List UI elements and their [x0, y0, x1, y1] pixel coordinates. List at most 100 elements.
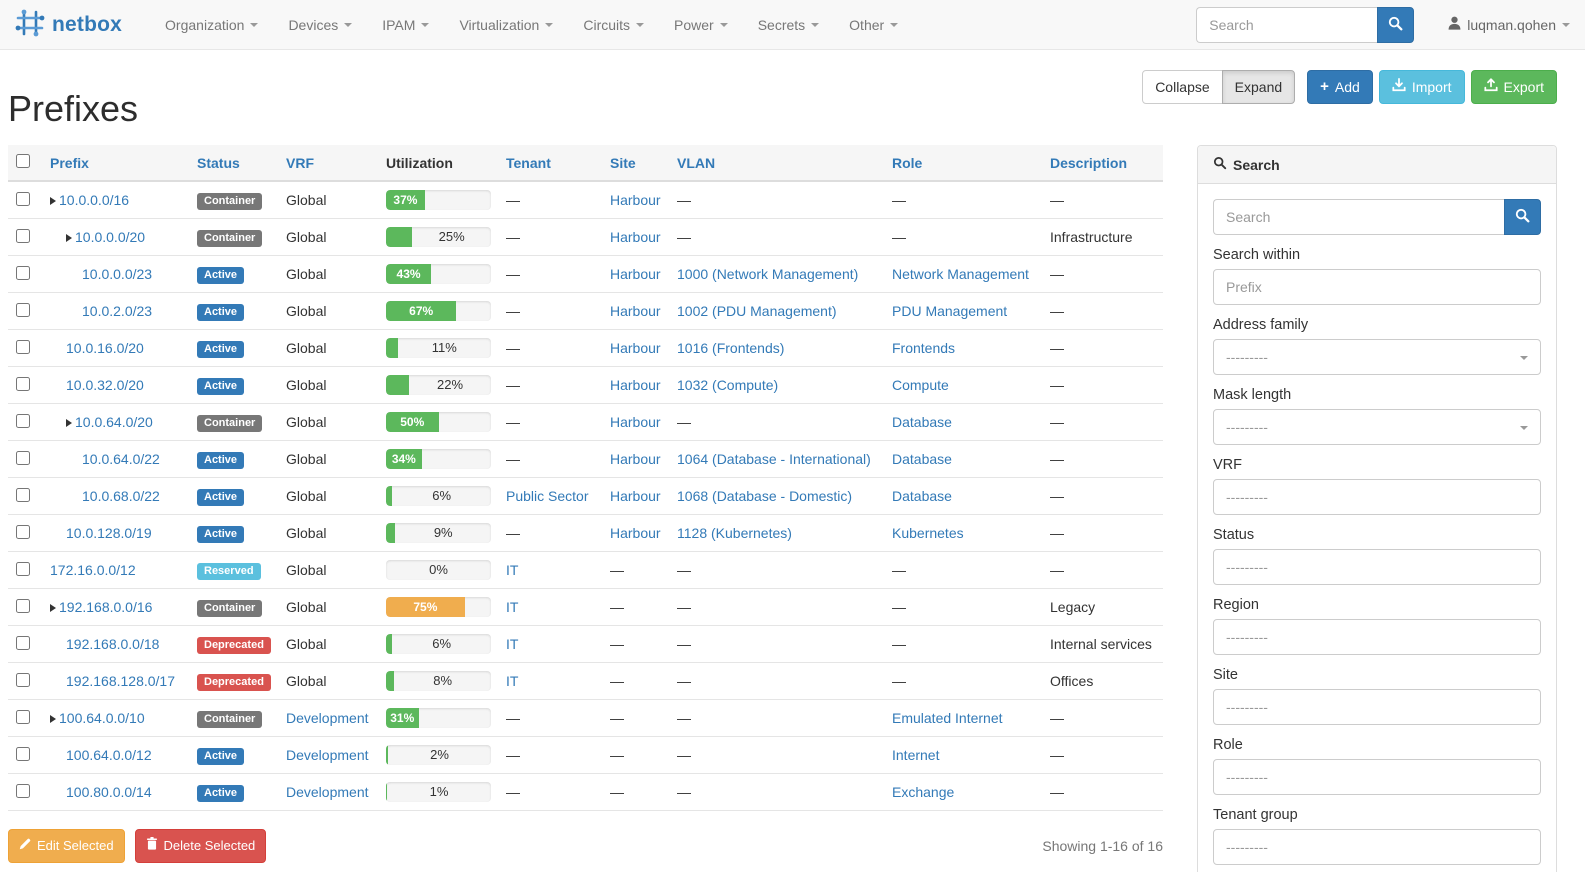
- column-header-status[interactable]: Status: [189, 145, 278, 182]
- vrf-link[interactable]: Development: [286, 710, 369, 726]
- row-checkbox[interactable]: [16, 265, 30, 280]
- row-checkbox[interactable]: [16, 783, 30, 798]
- prefix-link[interactable]: 10.0.0.0/16: [59, 192, 130, 208]
- column-header-site[interactable]: Site: [602, 145, 669, 182]
- nav-item-power[interactable]: Power: [659, 0, 743, 50]
- nav-item-other[interactable]: Other: [834, 0, 913, 50]
- vlan-link[interactable]: 1002 (PDU Management): [677, 303, 837, 319]
- role-link[interactable]: Kubernetes: [892, 525, 964, 541]
- tenant-link[interactable]: IT: [506, 562, 519, 578]
- prefix-link[interactable]: 10.0.2.0/23: [82, 303, 153, 319]
- row-checkbox[interactable]: [16, 339, 30, 354]
- navbar-search-button[interactable]: [1377, 6, 1415, 43]
- prefix-link[interactable]: 10.0.16.0/20: [66, 340, 144, 356]
- role-link[interactable]: Database: [892, 451, 952, 467]
- prefix-link[interactable]: 10.0.68.0/22: [82, 488, 160, 504]
- row-checkbox[interactable]: [16, 598, 30, 613]
- row-checkbox[interactable]: [16, 487, 30, 502]
- column-header-role[interactable]: Role: [884, 145, 1042, 182]
- role-link[interactable]: Network Management: [892, 266, 1029, 282]
- vrf-link[interactable]: Development: [286, 747, 369, 763]
- role-link[interactable]: Emulated Internet: [892, 710, 1003, 726]
- nav-item-ipam[interactable]: IPAM: [367, 0, 444, 50]
- prefix-link[interactable]: 172.16.0.0/12: [50, 562, 136, 578]
- vrf-link[interactable]: Development: [286, 784, 369, 800]
- add-button[interactable]: + Add: [1307, 70, 1373, 104]
- site-link[interactable]: Harbour: [610, 266, 661, 282]
- role-link[interactable]: Database: [892, 488, 952, 504]
- prefix-link[interactable]: 192.168.0.0/18: [66, 636, 160, 652]
- collapse-button[interactable]: Collapse: [1142, 70, 1223, 104]
- tenant-link[interactable]: IT: [506, 673, 519, 689]
- row-checkbox[interactable]: [16, 450, 30, 465]
- site-link[interactable]: Harbour: [610, 340, 661, 356]
- column-header-prefix[interactable]: Prefix: [42, 145, 189, 182]
- expand-button[interactable]: Expand: [1221, 70, 1296, 104]
- row-checkbox[interactable]: [16, 376, 30, 391]
- filter-select-tenant-group[interactable]: ---------: [1213, 829, 1541, 865]
- expand-arrow-icon[interactable]: [50, 197, 56, 205]
- nav-item-devices[interactable]: Devices: [273, 0, 367, 50]
- select-all-checkbox[interactable]: [16, 154, 30, 168]
- prefix-link[interactable]: 10.0.128.0/19: [66, 525, 152, 541]
- nav-item-secrets[interactable]: Secrets: [743, 0, 834, 50]
- nav-item-circuits[interactable]: Circuits: [568, 0, 659, 50]
- site-link[interactable]: Harbour: [610, 525, 661, 541]
- filter-select-region[interactable]: ---------: [1213, 619, 1541, 655]
- site-link[interactable]: Harbour: [610, 303, 661, 319]
- prefix-link[interactable]: 100.64.0.0/12: [66, 747, 152, 763]
- role-link[interactable]: Compute: [892, 377, 949, 393]
- export-button[interactable]: Export: [1470, 70, 1557, 104]
- prefix-link[interactable]: 10.0.32.0/20: [66, 377, 144, 393]
- navbar-search-input[interactable]: [1196, 6, 1378, 43]
- column-header-tenant[interactable]: Tenant: [498, 145, 602, 182]
- vlan-link[interactable]: 1068 (Database - Domestic): [677, 488, 853, 504]
- netbox-brand[interactable]: netbox: [15, 8, 122, 41]
- expand-arrow-icon[interactable]: [50, 715, 56, 723]
- role-link[interactable]: Frontends: [892, 340, 956, 356]
- vlan-link[interactable]: 1000 (Network Management): [677, 266, 859, 282]
- expand-arrow-icon[interactable]: [66, 234, 72, 242]
- site-link[interactable]: Harbour: [610, 414, 661, 430]
- row-checkbox[interactable]: [16, 413, 30, 428]
- site-link[interactable]: Harbour: [610, 488, 661, 504]
- role-link[interactable]: PDU Management: [892, 303, 1008, 319]
- row-checkbox[interactable]: [16, 709, 30, 724]
- delete-selected-button[interactable]: Delete Selected: [134, 829, 267, 863]
- row-checkbox[interactable]: [16, 635, 30, 650]
- vlan-link[interactable]: 1064 (Database - International): [677, 451, 871, 467]
- row-checkbox[interactable]: [16, 561, 30, 576]
- site-link[interactable]: Harbour: [610, 229, 661, 245]
- import-button[interactable]: Import: [1378, 70, 1465, 104]
- column-header-description[interactable]: Description: [1042, 145, 1163, 182]
- filter-select-vrf[interactable]: ---------: [1213, 479, 1541, 515]
- user-menu[interactable]: luqman.qohen: [1448, 16, 1570, 33]
- column-header-vrf[interactable]: VRF: [278, 145, 378, 182]
- site-link[interactable]: Harbour: [610, 451, 661, 467]
- prefix-link[interactable]: 10.0.0.0/20: [75, 229, 146, 245]
- expand-arrow-icon[interactable]: [66, 419, 72, 427]
- prefix-link[interactable]: 100.64.0.0/10: [59, 710, 145, 726]
- prefix-link[interactable]: 10.0.64.0/20: [75, 414, 153, 430]
- row-checkbox[interactable]: [16, 191, 30, 206]
- filter-select-address-family[interactable]: ---------: [1213, 339, 1541, 375]
- prefix-link[interactable]: 192.168.0.0/16: [59, 599, 153, 615]
- role-link[interactable]: Database: [892, 414, 952, 430]
- nav-item-organization[interactable]: Organization: [150, 0, 273, 50]
- vlan-link[interactable]: 1016 (Frontends): [677, 340, 785, 356]
- tenant-link[interactable]: Public Sector: [506, 488, 589, 504]
- site-link[interactable]: Harbour: [610, 192, 661, 208]
- filter-search-button[interactable]: [1504, 199, 1541, 235]
- tenant-link[interactable]: IT: [506, 636, 519, 652]
- prefix-link[interactable]: 192.168.128.0/17: [66, 673, 175, 689]
- filter-select-status[interactable]: ---------: [1213, 549, 1541, 585]
- prefix-link[interactable]: 10.0.0.0/23: [82, 266, 153, 282]
- vlan-link[interactable]: 1128 (Kubernetes): [677, 525, 792, 541]
- filter-select-mask-length[interactable]: ---------: [1213, 409, 1541, 445]
- vlan-link[interactable]: 1032 (Compute): [677, 377, 779, 393]
- edit-selected-button[interactable]: Edit Selected: [8, 829, 125, 863]
- prefix-link[interactable]: 100.80.0.0/14: [66, 784, 152, 800]
- filter-select-site[interactable]: ---------: [1213, 689, 1541, 725]
- row-checkbox[interactable]: [16, 228, 30, 243]
- role-link[interactable]: Exchange: [892, 784, 955, 800]
